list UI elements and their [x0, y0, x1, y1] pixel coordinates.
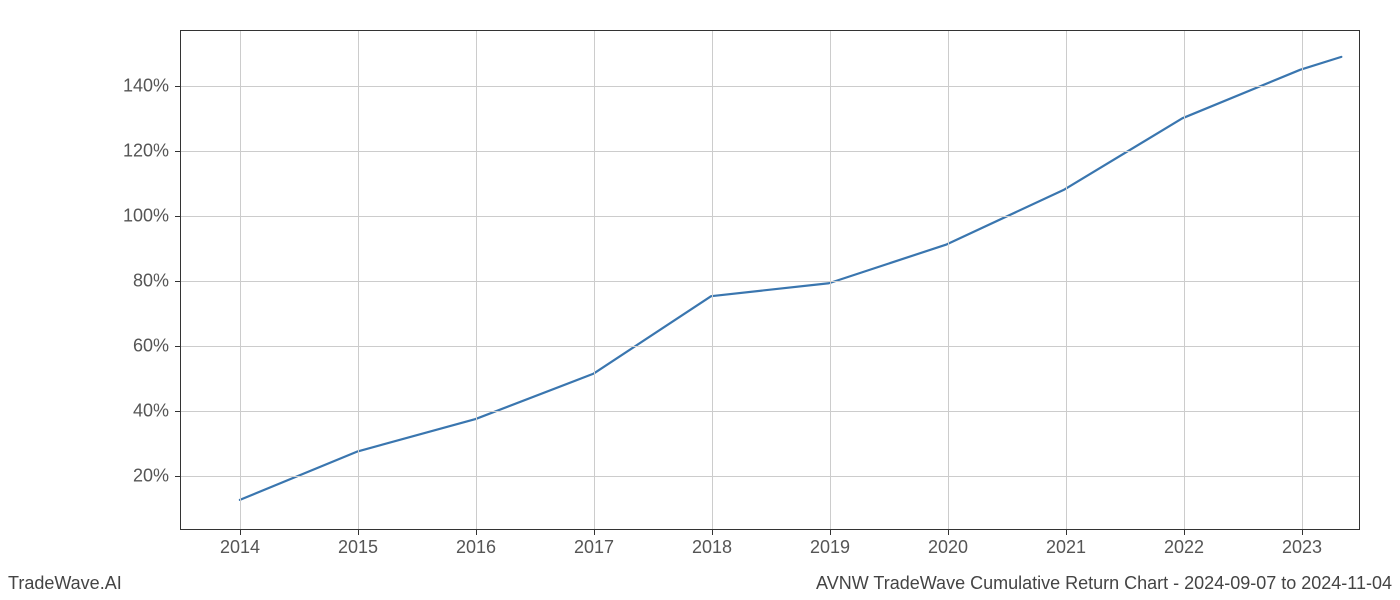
x-tick-label: 2018	[692, 537, 732, 558]
x-tick-label: 2015	[338, 537, 378, 558]
y-tick-label: 120%	[123, 141, 169, 162]
x-tick-label: 2022	[1164, 537, 1204, 558]
y-tick-mark	[175, 151, 181, 152]
chart-container: 2014201520162017201820192020202120222023…	[180, 30, 1360, 530]
x-tick-mark	[830, 529, 831, 535]
y-tick-label: 60%	[133, 335, 169, 356]
y-tick-label: 100%	[123, 206, 169, 227]
grid-line-horizontal	[181, 281, 1359, 282]
grid-line-horizontal	[181, 346, 1359, 347]
x-tick-mark	[240, 529, 241, 535]
grid-line-vertical	[1066, 31, 1067, 529]
x-tick-mark	[712, 529, 713, 535]
x-tick-label: 2017	[574, 537, 614, 558]
grid-line-vertical	[358, 31, 359, 529]
grid-line-horizontal	[181, 86, 1359, 87]
grid-line-vertical	[240, 31, 241, 529]
grid-line-horizontal	[181, 411, 1359, 412]
x-tick-label: 2016	[456, 537, 496, 558]
x-tick-mark	[476, 529, 477, 535]
grid-line-vertical	[476, 31, 477, 529]
grid-line-vertical	[1302, 31, 1303, 529]
data-line	[240, 57, 1341, 500]
x-tick-mark	[594, 529, 595, 535]
plot-area: 2014201520162017201820192020202120222023…	[180, 30, 1360, 530]
x-tick-mark	[1184, 529, 1185, 535]
grid-line-vertical	[712, 31, 713, 529]
y-tick-mark	[175, 216, 181, 217]
grid-line-vertical	[594, 31, 595, 529]
y-tick-label: 20%	[133, 465, 169, 486]
grid-line-horizontal	[181, 216, 1359, 217]
y-tick-mark	[175, 346, 181, 347]
x-tick-mark	[358, 529, 359, 535]
x-tick-mark	[1302, 529, 1303, 535]
footer-left-text: TradeWave.AI	[8, 573, 122, 594]
x-tick-label: 2019	[810, 537, 850, 558]
y-tick-label: 80%	[133, 271, 169, 292]
x-tick-mark	[1066, 529, 1067, 535]
grid-line-horizontal	[181, 151, 1359, 152]
grid-line-horizontal	[181, 476, 1359, 477]
grid-line-vertical	[830, 31, 831, 529]
y-tick-mark	[175, 476, 181, 477]
y-tick-label: 140%	[123, 76, 169, 97]
x-tick-label: 2020	[928, 537, 968, 558]
y-tick-label: 40%	[133, 400, 169, 421]
footer-right-text: AVNW TradeWave Cumulative Return Chart -…	[816, 573, 1392, 594]
x-tick-label: 2014	[220, 537, 260, 558]
x-tick-label: 2023	[1282, 537, 1322, 558]
grid-line-vertical	[1184, 31, 1185, 529]
x-tick-label: 2021	[1046, 537, 1086, 558]
y-tick-mark	[175, 411, 181, 412]
x-tick-mark	[948, 529, 949, 535]
y-tick-mark	[175, 281, 181, 282]
y-tick-mark	[175, 86, 181, 87]
grid-line-vertical	[948, 31, 949, 529]
